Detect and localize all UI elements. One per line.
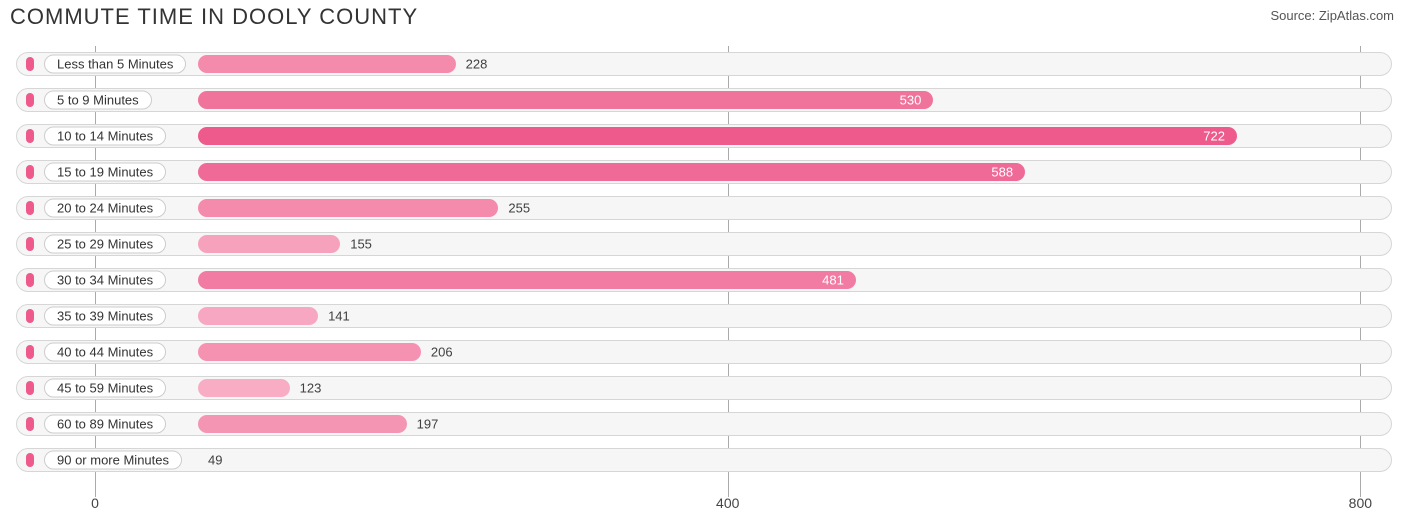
chart-row: 35 to 39 Minutes 141	[16, 302, 1392, 330]
chart-row: 20 to 24 Minutes 255	[16, 194, 1392, 222]
axis-tick-label: 800	[1349, 495, 1372, 511]
bar	[198, 55, 456, 73]
chart-row: 30 to 34 Minutes 481	[16, 266, 1392, 294]
value-label: 155	[350, 237, 372, 252]
chart-source: Source: ZipAtlas.com	[1270, 4, 1394, 23]
value-label: 228	[466, 57, 488, 72]
chart-row: 40 to 44 Minutes 206	[16, 338, 1392, 366]
bar-cap	[26, 57, 34, 71]
axis-tick-label: 400	[716, 495, 739, 511]
category-label: 35 to 39 Minutes	[44, 307, 166, 326]
category-label: 20 to 24 Minutes	[44, 199, 166, 218]
bar	[198, 271, 856, 289]
category-label: 5 to 9 Minutes	[44, 91, 152, 110]
category-label: Less than 5 Minutes	[44, 55, 186, 74]
bar-cap	[26, 417, 34, 431]
category-label: 10 to 14 Minutes	[44, 127, 166, 146]
bar-cap	[26, 93, 34, 107]
bar-cap	[26, 453, 34, 467]
bar-cap	[26, 345, 34, 359]
category-label: 45 to 59 Minutes	[44, 379, 166, 398]
bar-cap	[26, 201, 34, 215]
axis-labels: 0 400 800	[16, 495, 1392, 515]
category-label: 25 to 29 Minutes	[44, 235, 166, 254]
bar	[198, 163, 1025, 181]
bar	[198, 379, 290, 397]
chart-row: 45 to 59 Minutes 123	[16, 374, 1392, 402]
value-label: 141	[328, 309, 350, 324]
value-label: 481	[822, 273, 844, 288]
bar-cap	[26, 129, 34, 143]
bar	[198, 415, 407, 433]
chart-row: 15 to 19 Minutes 588	[16, 158, 1392, 186]
chart-row: 10 to 14 Minutes 722	[16, 122, 1392, 150]
bar-cap	[26, 237, 34, 251]
value-label: 123	[300, 381, 322, 396]
bar	[198, 127, 1237, 145]
category-label: 60 to 89 Minutes	[44, 415, 166, 434]
category-label: 40 to 44 Minutes	[44, 343, 166, 362]
chart-row: Less than 5 Minutes 228	[16, 50, 1392, 78]
chart-area: Less than 5 Minutes 228 5 to 9 Minutes 530 1…	[16, 50, 1392, 487]
chart-row: 90 or more Minutes 49	[16, 446, 1392, 474]
chart-row: 5 to 9 Minutes 530	[16, 86, 1392, 114]
chart-row: 25 to 29 Minutes 155	[16, 230, 1392, 258]
bar	[198, 199, 498, 217]
value-label: 722	[1203, 129, 1225, 144]
value-label: 206	[431, 345, 453, 360]
bar-cap	[26, 309, 34, 323]
bar-cap	[26, 381, 34, 395]
bar-cap	[26, 165, 34, 179]
category-label: 90 or more Minutes	[44, 451, 182, 470]
value-label: 588	[991, 165, 1013, 180]
chart-row: 60 to 89 Minutes 197	[16, 410, 1392, 438]
value-label: 197	[417, 417, 439, 432]
value-label: 255	[508, 201, 530, 216]
bar	[198, 307, 318, 325]
bar	[198, 91, 933, 109]
category-label: 30 to 34 Minutes	[44, 271, 166, 290]
axis-tick-label: 0	[91, 495, 99, 511]
chart-title: COMMUTE TIME IN DOOLY COUNTY	[10, 4, 418, 30]
value-label: 49	[208, 453, 222, 468]
category-label: 15 to 19 Minutes	[44, 163, 166, 182]
bar-cap	[26, 273, 34, 287]
value-label: 530	[900, 93, 922, 108]
bar	[198, 343, 421, 361]
bar	[198, 235, 340, 253]
